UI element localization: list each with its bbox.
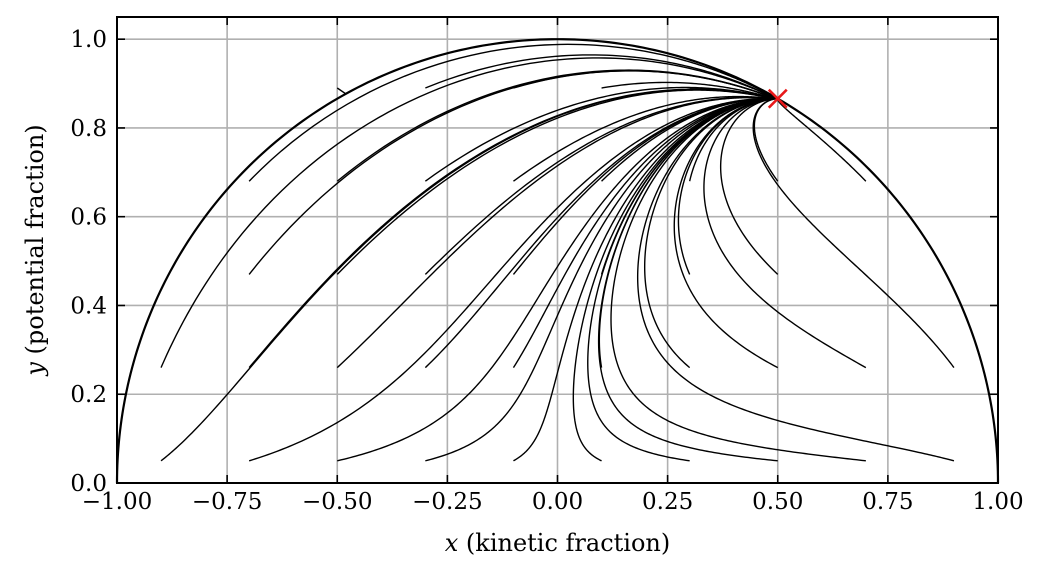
trajectory-line (424, 96, 777, 275)
trajectory-line (601, 97, 777, 182)
x-tick-label: 0.25 (642, 489, 693, 515)
x-tick-label: −0.50 (302, 489, 372, 515)
attractor-marker (767, 88, 788, 109)
y-axis-var: y (21, 362, 49, 377)
y-tick-label: 0.4 (70, 293, 107, 319)
trajectory-line (248, 88, 778, 369)
y-tick-label: 0.2 (70, 382, 107, 408)
x-tick-label: 0.50 (752, 489, 803, 515)
trajectory-line (160, 88, 778, 462)
grid-lines (116, 17, 999, 484)
x-tick-label: −0.25 (412, 489, 482, 515)
y-tick-label: 0.0 (70, 471, 107, 497)
y-axis-text: (potential fraction) (21, 124, 49, 362)
trajectory-line (643, 97, 777, 369)
trajectory-line (752, 97, 955, 369)
trajectory-line (598, 97, 778, 368)
attractor-group (767, 88, 788, 109)
trajectory-line (703, 97, 867, 369)
x-tick-label: −1.00 (82, 489, 152, 515)
y-tick-label: 1.0 (70, 27, 107, 53)
y-axis-label: y (potential fraction) (21, 124, 49, 376)
x-tick-label: 0.00 (532, 489, 583, 515)
x-axis-var: x (445, 529, 459, 557)
trajectory-line (597, 97, 778, 462)
tick-marks (116, 17, 999, 484)
trajectory-line (572, 97, 777, 462)
y-tick-label: 0.6 (70, 205, 107, 231)
x-tick-label: −0.75 (192, 489, 262, 515)
x-tick-label: 1.00 (972, 489, 1023, 515)
y-tick-labels: 0.0 0.2 0.4 0.6 0.8 1.0 (70, 27, 107, 497)
trajectory-line (776, 99, 867, 182)
y-tick-label: 0.8 (70, 116, 107, 142)
x-tick-label: 0.75 (862, 489, 913, 515)
x-axis-text: (kinetic fraction) (458, 529, 670, 557)
x-axis-label: x (kinetic fraction) (445, 529, 671, 557)
trajectory-line (753, 97, 779, 182)
trajectory-line (719, 97, 779, 275)
x-tick-labels: −1.00 −0.75 −0.50 −0.25 0.00 0.25 0.50 0.75 1.00 (82, 489, 1024, 515)
